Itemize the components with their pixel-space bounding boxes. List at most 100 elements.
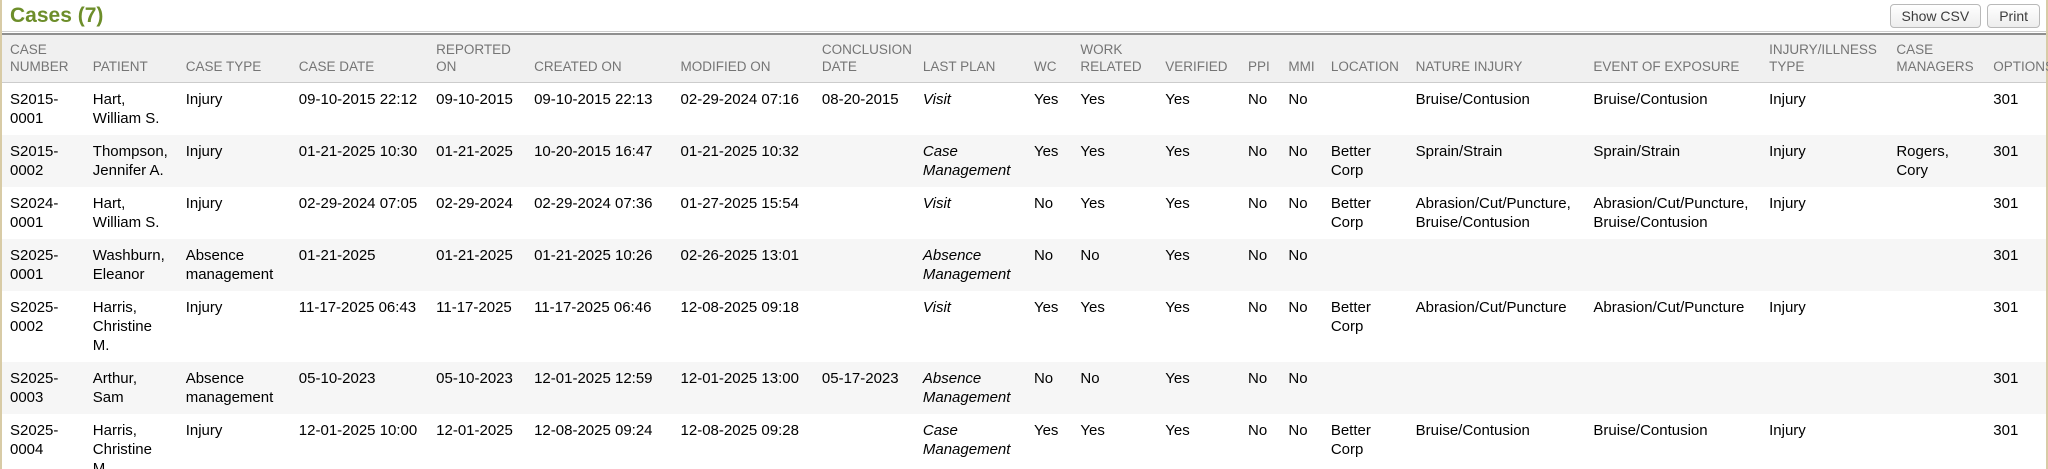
cell-verified: Yes xyxy=(1165,143,1190,160)
cell-modified_on: 12-01-2025 13:00 xyxy=(680,370,799,387)
column-header-verified: VERIFIED xyxy=(1157,35,1241,83)
cell-created_on: 12-01-2025 12:59 xyxy=(534,370,653,387)
cell-case_number: S2015-0001 xyxy=(10,91,59,127)
cell-options[interactable]: 301 xyxy=(1993,91,2019,108)
cell-options[interactable]: 301 xyxy=(1993,370,2019,387)
cell-options[interactable]: 301 xyxy=(1993,195,2019,212)
show-csv-button[interactable]: Show CSV xyxy=(1889,4,1982,28)
cell-case_date: 02-29-2024 07:05 xyxy=(298,195,418,212)
cell-ppi: No xyxy=(1248,195,1268,212)
cell-created_on: 12-08-2025 09:24 xyxy=(534,422,653,439)
cell-conclusion_date xyxy=(814,135,915,187)
cell-created_on: 10-20-2015 16:47 xyxy=(534,143,653,160)
cell-case_managers: Rogers, Cory xyxy=(1896,143,1949,179)
column-header-created_on: CREATED ON xyxy=(526,35,673,83)
cell-verified: Yes xyxy=(1165,91,1190,108)
cell-event_of_exposure: Abrasion/Cut/Puncture, Bruise/Contusion xyxy=(1593,195,1749,231)
cell-case_number: S2024-0001 xyxy=(10,195,59,231)
cell-nature_injury xyxy=(1408,239,1586,291)
cell-reported_on: 01-21-2025 xyxy=(436,247,513,264)
cell-case_type: Injury xyxy=(185,91,223,108)
title-separator-dark xyxy=(2,33,2046,35)
cell-patient: Washburn, Eleanor xyxy=(92,247,165,283)
title-separator-light xyxy=(2,31,2046,32)
cell-work_related: Yes xyxy=(1080,299,1105,316)
page-title-text: Cases xyxy=(10,4,72,27)
cell-location: Better Corp xyxy=(1330,195,1371,231)
cell-options[interactable]: 301 xyxy=(1993,422,2019,439)
column-header-conclusion_date: CONCLUSION DATE xyxy=(813,35,915,83)
cell-injury_illness_type: Injury xyxy=(1769,422,1806,439)
table-row: S2015-0001 Hart, William S. Injury 09-10-20… xyxy=(2,83,2046,136)
cell-last_plan: Visit xyxy=(922,299,951,316)
cell-event_of_exposure: Bruise/Contusion xyxy=(1593,91,1708,108)
cell-ppi: No xyxy=(1248,370,1268,387)
cell-last_plan: Absence Management xyxy=(922,247,1011,283)
print-button[interactable]: Print xyxy=(1987,4,2040,28)
cell-conclusion_date: 05-17-2023 xyxy=(821,370,899,387)
cell-work_related: No xyxy=(1080,370,1100,387)
column-header-wc: WC xyxy=(1025,35,1073,83)
cell-wc: Yes xyxy=(1033,422,1059,439)
column-header-case_date: CASE DATE xyxy=(290,35,429,83)
column-header-event_of_exposure: EVENT OF EXPOSURE xyxy=(1585,35,1762,83)
cell-nature_injury: Bruise/Contusion xyxy=(1415,422,1530,439)
cell-case_managers xyxy=(1888,362,1985,414)
cell-injury_illness_type: Injury xyxy=(1769,195,1806,212)
cell-options[interactable]: 301 xyxy=(1993,299,2019,316)
cell-work_related: Yes xyxy=(1080,143,1105,160)
cell-modified_on: 02-26-2025 13:01 xyxy=(680,247,799,264)
column-header-options: OPTIONS xyxy=(1985,35,2048,83)
cell-case_date: 11-17-2025 06:43 xyxy=(298,299,417,316)
column-header-case_type: CASE TYPE xyxy=(177,35,291,83)
cell-nature_injury: Abrasion/Cut/Puncture, Bruise/Contusion xyxy=(1415,195,1571,231)
cell-modified_on: 12-08-2025 09:28 xyxy=(680,422,799,439)
cell-nature_injury: Abrasion/Cut/Puncture xyxy=(1415,299,1567,316)
cell-verified: Yes xyxy=(1165,370,1190,387)
cell-patient: Hart, William S. xyxy=(92,195,160,231)
cell-reported_on: 05-10-2023 xyxy=(436,370,513,387)
cell-created_on: 02-29-2024 07:36 xyxy=(534,195,653,212)
cell-wc: No xyxy=(1033,370,1054,387)
cell-patient: Harris, Christine M. xyxy=(92,299,152,354)
cell-ppi: No xyxy=(1248,422,1268,439)
cell-wc: No xyxy=(1033,195,1054,212)
cell-created_on: 09-10-2015 22:13 xyxy=(534,91,653,108)
cell-patient: Harris, Christine M. xyxy=(92,422,152,469)
column-header-nature_injury: NATURE INJURY xyxy=(1407,35,1586,83)
cell-case_managers xyxy=(1888,414,1985,469)
cell-modified_on: 02-29-2024 07:16 xyxy=(680,91,799,108)
column-header-last_plan: LAST PLAN xyxy=(914,35,1026,83)
cell-options[interactable]: 301 xyxy=(1993,143,2019,160)
cell-wc: Yes xyxy=(1033,299,1059,316)
cell-reported_on: 12-01-2025 xyxy=(436,422,513,439)
cell-mmi: No xyxy=(1288,91,1308,108)
cell-patient: Arthur, Sam xyxy=(92,370,137,406)
column-header-case_number: CASE NUMBER xyxy=(2,35,85,83)
cell-case_date: 01-21-2025 xyxy=(298,247,376,264)
cell-modified_on: 01-27-2025 15:54 xyxy=(680,195,799,212)
cell-nature_injury xyxy=(1408,362,1586,414)
cell-last_plan: Case Management xyxy=(922,143,1011,179)
cell-event_of_exposure xyxy=(1585,239,1761,291)
cell-patient: Thompson, Jennifer A. xyxy=(92,143,168,179)
cell-last_plan: Visit xyxy=(922,91,951,108)
cell-wc: Yes xyxy=(1033,143,1059,160)
titlebar: Cases (7) Show CSV Print xyxy=(2,0,2046,30)
cell-work_related: Yes xyxy=(1080,422,1105,439)
cell-case_type: Injury xyxy=(185,422,223,439)
cell-verified: Yes xyxy=(1165,299,1190,316)
table-row: S2025-0002 Harris, Christine M. Injury 11-1… xyxy=(2,291,2046,362)
cell-event_of_exposure: Sprain/Strain xyxy=(1593,143,1681,160)
column-header-patient: PATIENT xyxy=(84,35,178,83)
cell-case_number: S2015-0002 xyxy=(10,143,59,179)
cell-case_type: Injury xyxy=(185,299,223,316)
cell-verified: Yes xyxy=(1165,422,1190,439)
table-row: S2015-0002 Thompson, Jennifer A. Injury 01-… xyxy=(2,135,2046,187)
cell-location xyxy=(1323,83,1408,136)
column-header-modified_on: MODIFIED ON xyxy=(672,35,814,83)
cell-options[interactable]: 301 xyxy=(1993,247,2019,264)
cell-conclusion_date xyxy=(814,187,915,239)
cell-last_plan: Visit xyxy=(922,195,951,212)
